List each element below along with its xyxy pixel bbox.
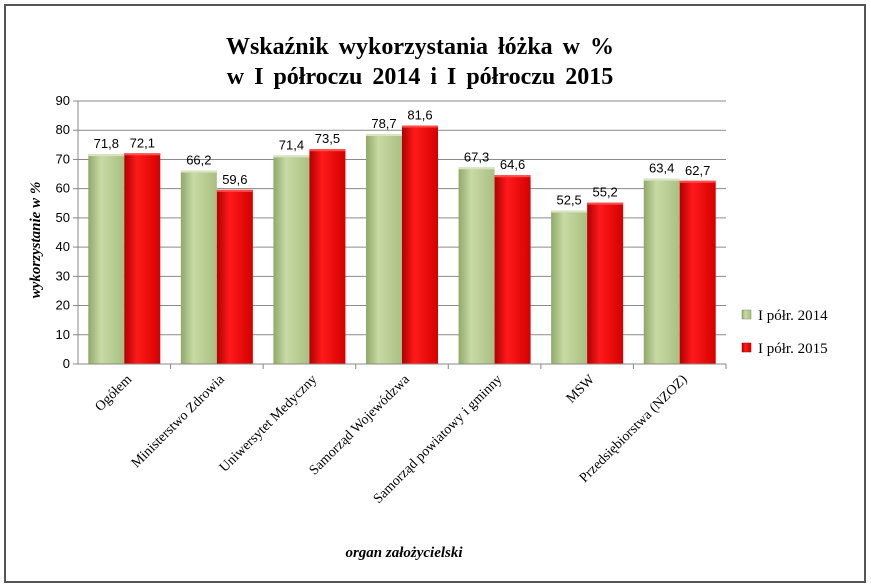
category-label: Uniwersytet Medyczny xyxy=(217,372,320,475)
bar-2014-2 xyxy=(273,155,310,364)
data-label: 52,5 xyxy=(556,193,581,208)
bar-top-highlight xyxy=(124,153,161,156)
data-label: 81,6 xyxy=(407,108,432,123)
bar-top-highlight xyxy=(402,125,438,128)
category-label: Samorząd Wojewódzwa xyxy=(307,372,414,479)
bar-top-highlight xyxy=(494,175,531,178)
data-label: 55,2 xyxy=(592,185,617,200)
bar-top-highlight xyxy=(587,202,624,205)
data-label: 66,2 xyxy=(186,153,211,168)
y-axis-title: wykorzystanie w % xyxy=(28,182,44,299)
y-tick-label: 40 xyxy=(56,239,70,254)
data-label: 78,7 xyxy=(371,116,396,131)
data-label: 59,6 xyxy=(222,172,247,187)
bar-top-highlight xyxy=(643,178,680,181)
data-label: 63,4 xyxy=(649,161,674,176)
y-tick-label: 10 xyxy=(56,327,70,342)
bar-2014-1 xyxy=(180,170,217,364)
data-label: 71,8 xyxy=(94,136,119,151)
bar-2015-6 xyxy=(679,180,716,364)
data-label: 64,6 xyxy=(500,157,525,172)
bar-2014-0 xyxy=(88,154,125,364)
y-tick-label: 70 xyxy=(56,151,70,166)
chart-title-line1: Wskaźnik wykorzystania łóżka w % xyxy=(225,34,615,60)
bar-2014-4 xyxy=(458,167,495,364)
bar-top-highlight xyxy=(458,167,495,170)
category-label: Ministerstwo Zdrowia xyxy=(129,372,228,471)
legend-label-2014: I półr. 2014 xyxy=(758,308,828,324)
bar-top-highlight xyxy=(309,149,346,152)
legend-swatch-2014 xyxy=(741,309,752,320)
category-label: Ogółem xyxy=(93,372,136,415)
x-axis-title: organ założycielski xyxy=(345,545,463,561)
bar-2015-3 xyxy=(402,125,438,365)
bar-top-highlight xyxy=(216,189,253,192)
bar-top-highlight xyxy=(180,170,217,173)
bar-2015-5 xyxy=(587,202,624,364)
bar-2015-4 xyxy=(494,175,531,364)
data-label: 73,5 xyxy=(315,131,340,146)
data-label: 67,3 xyxy=(464,149,489,164)
bar-2015-0 xyxy=(124,153,161,364)
y-tick-label: 90 xyxy=(56,93,70,108)
chart-title-line2: w I półroczu 2014 i I półroczu 2015 xyxy=(226,64,614,90)
legend-swatch-2015 xyxy=(741,342,752,353)
bar-2014-5 xyxy=(551,210,588,364)
bar-2014-6 xyxy=(643,178,680,364)
y-tick-label: 80 xyxy=(56,122,70,137)
chart-title: Wskaźnik wykorzystania łóżka w % w I pół… xyxy=(180,32,660,92)
bar-top-highlight xyxy=(551,210,588,213)
category-label: Przedsiębiorstwa (NZOZ) xyxy=(577,372,691,486)
bar-2014-3 xyxy=(366,134,402,364)
bar-2015-2 xyxy=(309,149,346,364)
y-tick-label: 60 xyxy=(56,181,70,196)
bar-top-highlight xyxy=(679,180,716,183)
data-label: 72,1 xyxy=(130,135,155,150)
data-label: 71,4 xyxy=(279,137,304,152)
bar-2015-1 xyxy=(216,189,253,364)
data-label: 62,7 xyxy=(685,163,710,178)
category-label: MSW xyxy=(564,372,599,407)
bar-top-highlight xyxy=(88,154,125,157)
y-tick-label: 50 xyxy=(56,210,70,225)
legend-label-2015: I półr. 2015 xyxy=(758,341,828,357)
bar-top-highlight xyxy=(366,134,402,137)
bar-top-highlight xyxy=(273,155,310,158)
y-tick-label: 0 xyxy=(63,356,70,371)
legend: I półr. 2014 I półr. 2015 xyxy=(741,308,828,357)
y-tick-label: 30 xyxy=(56,268,70,283)
y-tick-label: 20 xyxy=(56,298,70,313)
